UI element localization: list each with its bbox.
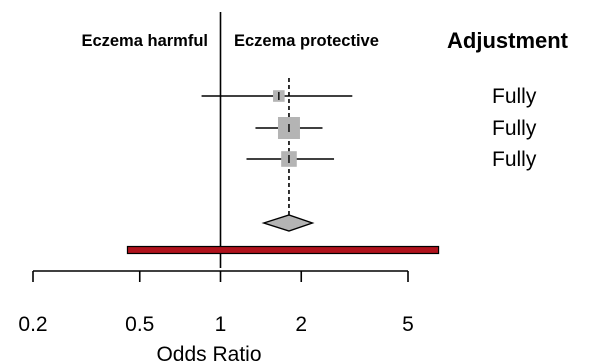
x-axis: 0.2 0.5 1 2 5 (18, 270, 414, 336)
pooled-diamond (261, 214, 315, 232)
x-tick-label: 1 (215, 313, 227, 336)
x-tick-label: 0.2 (18, 313, 47, 336)
x-tick-label: 5 (402, 313, 414, 336)
x-tick-label: 0.5 (125, 313, 154, 336)
plot-area: Fully Fully Fully (126, 12, 537, 268)
x-tick-label: 2 (295, 313, 307, 336)
x-axis-title: Odds Ratio (156, 343, 261, 364)
header-adjustment: Adjustment (447, 28, 569, 53)
header-eczema-harmful: Eczema harmful (81, 32, 208, 50)
study-adjustment-label: Fully (492, 117, 537, 140)
header-eczema-protective: Eczema protective (234, 32, 379, 50)
prediction-interval-bar (126, 245, 440, 255)
study-adjustment-label: Fully (492, 148, 537, 171)
study-adjustment-label: Fully (492, 85, 537, 108)
